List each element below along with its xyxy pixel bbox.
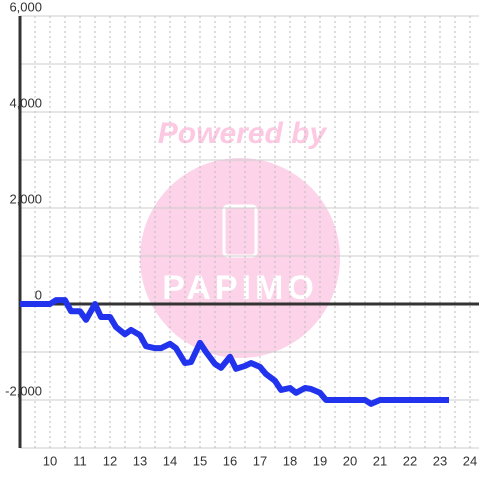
x-tick-label: 21 xyxy=(373,453,387,468)
grid: 10 11 12 13 14 15 16 17 18 19 20 21 22 23 24 6,000 4,000… xyxy=(5,0,479,468)
x-tick-label: 11 xyxy=(73,453,87,468)
x-tick-label: 18 xyxy=(283,453,297,468)
y-tick-label: 4,000 xyxy=(9,95,42,110)
x-tick-label: 23 xyxy=(433,453,447,468)
series-line xyxy=(20,297,449,407)
x-tick-label: 10 xyxy=(43,453,57,468)
y-tick-label: -2,000 xyxy=(5,383,42,398)
x-tick-label: 14 xyxy=(163,453,177,468)
y-tick-label: 6,000 xyxy=(9,0,42,14)
watermark-text: Powered by xyxy=(158,117,328,150)
x-tick-label: 17 xyxy=(253,453,267,468)
watermark-logo: PAPIMO xyxy=(162,269,318,307)
x-tick-label: 15 xyxy=(193,453,207,468)
x-tick-label: 24 xyxy=(463,453,477,468)
x-tick-label: 13 xyxy=(133,453,147,468)
x-tick-label: 22 xyxy=(403,453,417,468)
y-tick-label: 2,000 xyxy=(9,191,42,206)
x-tick-label: 20 xyxy=(343,453,357,468)
x-tick-label: 12 xyxy=(103,453,117,468)
x-tick-label: 19 xyxy=(313,453,327,468)
plot xyxy=(20,297,449,407)
x-tick-label: 16 xyxy=(223,453,237,468)
y-tick-label: 0 xyxy=(35,287,42,302)
